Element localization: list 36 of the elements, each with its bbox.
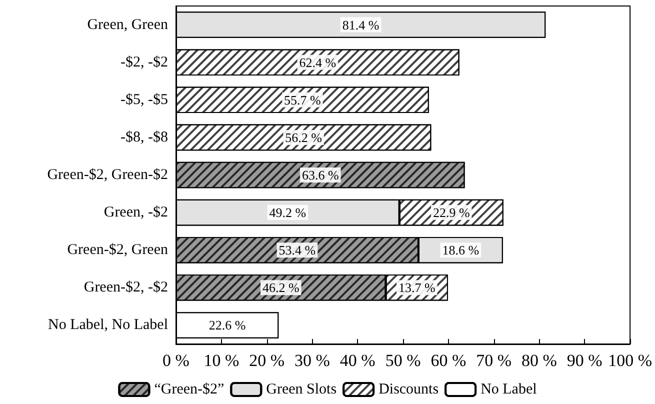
y-tick-label: -$2, -$2 xyxy=(120,54,168,70)
legend-label: Discounts xyxy=(378,382,439,398)
y-tick-label: -$5, -$5 xyxy=(120,92,168,108)
data-label: 81.4 % xyxy=(342,17,380,32)
y-tick-label: Green-$2, -$2 xyxy=(84,280,168,296)
data-label: 62.4 % xyxy=(299,54,336,70)
x-tick-label: 70 % xyxy=(476,351,512,370)
data-label: 18.6 % xyxy=(442,242,480,258)
y-tick-label: Green, Green xyxy=(87,16,168,33)
data-label: 49.2 % xyxy=(269,205,306,220)
legend-label: “Green-$2” xyxy=(154,382,224,398)
data-label: 56.2 % xyxy=(285,130,322,145)
x-tick-label: 60 % xyxy=(430,351,466,370)
legend-label: Green Slots xyxy=(266,382,337,398)
y-tick-label: No Label, No Label xyxy=(48,317,168,334)
data-label: 13.7 % xyxy=(398,280,436,296)
y-tick-label: Green-$2, Green xyxy=(67,242,168,258)
x-tick-label: 90 % xyxy=(566,351,602,370)
legend-label: No Label xyxy=(480,382,537,398)
y-tick-label: Green, -$2 xyxy=(104,204,168,221)
y-tick-label: Green-$2, Green-$2 xyxy=(47,167,168,183)
data-label: 53.4 % xyxy=(278,242,316,258)
data-label: 22.9 % xyxy=(432,205,470,220)
x-tick-label: 20 % xyxy=(249,351,285,370)
x-tick-label: 0 % xyxy=(162,351,190,370)
x-tick-label: 100 % xyxy=(608,351,652,370)
x-tick-label: 10 % xyxy=(204,351,240,370)
data-label: 22.6 % xyxy=(208,318,246,333)
data-label: 55.7 % xyxy=(284,92,322,108)
data-label: 63.6 % xyxy=(302,168,339,182)
y-tick-label: -$8, -$8 xyxy=(120,129,168,146)
x-tick-label: 40 % xyxy=(340,351,376,370)
data-label: 46.2 % xyxy=(262,280,300,296)
x-tick-label: 50 % xyxy=(385,351,421,370)
x-tick-label: 80 % xyxy=(522,351,557,370)
x-tick-label: 30 % xyxy=(294,351,330,370)
